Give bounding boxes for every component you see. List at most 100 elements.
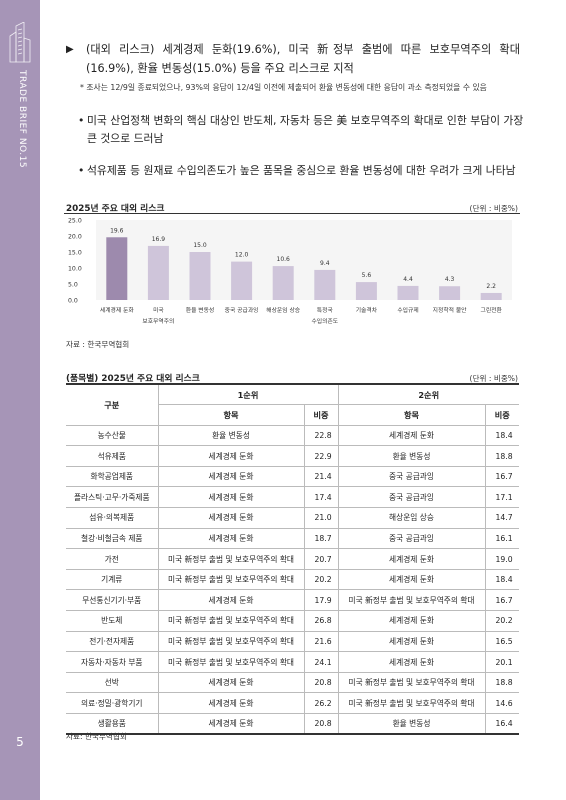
- bar: [189, 252, 211, 300]
- rank2-item: 중국 공급과잉: [337, 527, 486, 550]
- rank1-ratio: 18.7: [303, 527, 339, 550]
- rank2-ratio: 16.5: [484, 630, 519, 653]
- rank2-ratio: 16.1: [484, 527, 519, 550]
- rank1-item: 세계경제 둔화: [157, 692, 305, 714]
- rank2-ratio: 16.4: [484, 713, 519, 736]
- header-item: 항목: [158, 404, 305, 426]
- rank2-ratio: 16.7: [484, 465, 519, 488]
- rank1-ratio: 26.8: [303, 610, 339, 632]
- building-logo-icon: [9, 22, 31, 63]
- rank2-item: 세계경제 둔화: [337, 568, 486, 591]
- rank2-item: 해상운임 상승: [337, 507, 486, 529]
- bullet-text: 석유제품 등 원재료 수입의존도가 높은 품목을 중심으로 환율 변동성에 대한…: [87, 164, 516, 177]
- x-tick-label: 보호무역주의: [142, 317, 174, 325]
- bar: [147, 245, 169, 300]
- x-tick-label: 세계경제 둔화: [100, 306, 135, 314]
- row-category: 무선통신기기·부품: [66, 589, 159, 612]
- x-tick-label: 지정학적 불안: [433, 306, 468, 314]
- rank1-ratio: 22.8: [303, 424, 339, 447]
- rank1-item: 환율 변동성: [157, 424, 305, 447]
- row-category: 철강·비철금속 제품: [66, 527, 159, 550]
- bar: [480, 292, 502, 300]
- rank2-ratio: 17.1: [484, 486, 519, 509]
- chart-title: 2025년 주요 대외 리스크: [66, 204, 165, 214]
- rank1-item: 세계경제 둔화: [157, 713, 305, 736]
- rank2-ratio: 14.7: [484, 507, 519, 529]
- bar: [272, 266, 294, 300]
- row-category: 농수산물: [66, 424, 159, 447]
- rank2-ratio: 18.8: [484, 445, 519, 467]
- rank1-ratio: 21.0: [303, 507, 339, 529]
- dot-bullet-icon: •: [78, 164, 85, 177]
- rank1-ratio: 20.8: [303, 671, 339, 694]
- rank2-item: 세계경제 둔화: [337, 424, 486, 447]
- rank2-item: 중국 공급과잉: [337, 486, 486, 509]
- table-unit: (단위 : 비중%): [469, 374, 518, 383]
- row-category: 화학공업제품: [66, 465, 159, 488]
- x-tick-label: 수입규제: [397, 306, 418, 314]
- data-label: 16.9: [152, 236, 166, 243]
- rank1-ratio: 22.9: [303, 445, 339, 467]
- rank1-item: 세계경제 둔화: [157, 527, 305, 550]
- rank1-ratio: 20.2: [303, 568, 339, 591]
- chart-top-rule: [64, 213, 520, 214]
- row-category: 가전: [66, 548, 159, 570]
- rank1-item: 미국 新정부 출범 및 보호무역주의 확대: [157, 610, 305, 632]
- data-label: 4.4: [403, 276, 413, 283]
- rank2-item: 환율 변동성: [337, 445, 486, 467]
- y-tick-label: 20.0: [68, 234, 82, 241]
- x-tick-label: 환율 변동성: [186, 306, 215, 314]
- table-row: 생활용품 세계경제 둔화 20.8 환율 변동성 16.4: [66, 713, 519, 736]
- rank2-ratio: 19.0: [484, 548, 519, 570]
- bar: [314, 269, 336, 300]
- rank1-item: 미국 新정부 출범 및 보호무역주의 확대: [157, 548, 305, 570]
- table-row: 플라스틱·고무·가죽제품 세계경제 둔화 17.4 중국 공급과잉 17.1: [66, 486, 519, 509]
- brand-label: TRADE BRIEF NO.15: [17, 70, 27, 169]
- row-category: 의료·정밀·광학기기: [66, 692, 159, 714]
- rank1-item: 세계경제 둔화: [157, 486, 305, 509]
- rank1-ratio: 26.2: [303, 692, 339, 714]
- rank2-ratio: 18.4: [484, 424, 519, 447]
- rank2-item: 세계경제 둔화: [337, 610, 486, 632]
- rank2-ratio: 16.7: [484, 589, 519, 612]
- rank2-item: 미국 新정부 출범 및 보호무역주의 확대: [337, 671, 486, 694]
- y-tick-label: 5.0: [68, 282, 78, 289]
- rank1-item: 미국 新정부 출범 및 보호무역주의 확대: [157, 651, 305, 673]
- table-row: 반도체 미국 新정부 출범 및 보호무역주의 확대 26.8 세계경제 둔화 20.2: [66, 610, 519, 632]
- table-row: 철강·비철금속 제품 세계경제 둔화 18.7 중국 공급과잉 16.1: [66, 527, 519, 550]
- data-label: 9.4: [320, 260, 330, 267]
- risk-table: 구분 1순위 2순위 항목 비중 항목 비중 농수산물 환율 변동성 22.8 세계경…: [66, 382, 519, 736]
- rank1-ratio: 20.8: [303, 713, 339, 736]
- data-label: 5.6: [362, 272, 372, 279]
- rank1-item: 세계경제 둔화: [157, 507, 305, 529]
- row-category: 플라스틱·고무·가죽제품: [66, 486, 159, 509]
- bar-chart: 25.0 20.0 15.0 10.0 5.0 0.0 19.6 세계경제 둔화 16.9 미국보…: [68, 218, 512, 325]
- footnote: * 조사는 12/9일 종료되었으나, 93%의 응답이 12/4일 이전에 제…: [80, 83, 487, 92]
- rank2-item: 미국 新정부 출범 및 보호무역주의 확대: [337, 589, 486, 612]
- rank2-ratio: 18.8: [484, 671, 519, 694]
- x-tick-label: 특정국: [317, 307, 334, 314]
- table-row: 가전 미국 新정부 출범 및 보호무역주의 확대 20.7 세계경제 둔화 19.0: [66, 548, 519, 570]
- row-category: 선박: [66, 671, 159, 694]
- data-label: 10.6: [277, 256, 291, 263]
- bullet-item: • 석유제품 등 원재료 수입의존도가 높은 품목을 중심으로 환율 변동성에 …: [78, 162, 524, 180]
- rank1-ratio: 21.4: [303, 465, 339, 488]
- chart-source: 자료 : 한국무역협회: [66, 340, 130, 349]
- table-title: (품목별) 2025년 주요 대외 리스크: [66, 374, 200, 384]
- table-row: 석유제품 세계경제 둔화 22.9 환율 변동성 18.8: [66, 445, 519, 467]
- row-category: 전기·전자제품: [66, 630, 159, 653]
- page-number: 5: [16, 735, 24, 749]
- rank2-ratio: 14.6: [484, 692, 519, 714]
- header-rank1: 1순위: [157, 383, 339, 406]
- x-tick-label: 그린전환: [481, 306, 503, 314]
- data-label: 12.0: [235, 252, 249, 259]
- bar: [106, 237, 128, 300]
- y-tick-label: 25.0: [68, 218, 82, 225]
- y-tick-label: 10.0: [68, 266, 82, 273]
- rank2-item: 세계경제 둔화: [337, 548, 486, 570]
- row-category: 자동차·자동차 부품: [66, 651, 159, 673]
- bar: [397, 285, 419, 300]
- dot-bullet-icon: •: [78, 114, 85, 127]
- rank1-item: 세계경제 둔화: [157, 445, 305, 467]
- rank2-item: 세계경제 둔화: [337, 651, 486, 673]
